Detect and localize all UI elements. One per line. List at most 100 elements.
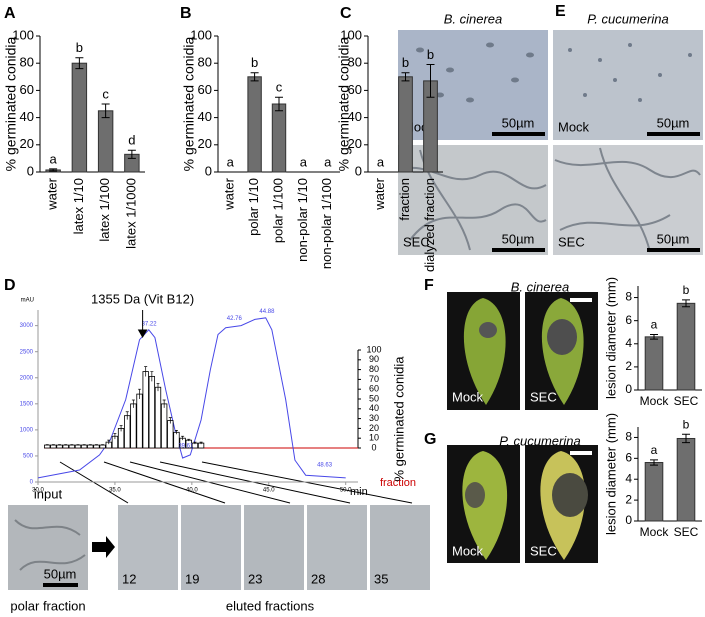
error-bar	[101, 103, 110, 119]
y-tick-label: 2	[625, 359, 632, 373]
micrograph	[398, 145, 548, 255]
y-tick-label: 2000	[20, 375, 34, 381]
y-tick-label: 40	[348, 109, 362, 124]
chromatogram-line	[37, 317, 346, 479]
fraction-label: 12	[122, 571, 136, 586]
peak-label: 48.63	[317, 463, 333, 469]
y-axis-title: % germinated conidia	[3, 36, 19, 171]
error-bar	[76, 444, 80, 446]
bar	[148, 376, 156, 449]
y2-tick-label: 70	[369, 374, 379, 384]
y-tick-label: 80	[20, 55, 34, 70]
x-tick-label: non-polar 1/10	[295, 178, 310, 262]
x-tick-label: latex 1/100	[97, 178, 112, 242]
fraction-label: 19	[185, 571, 199, 586]
significance-letter: c	[102, 86, 109, 101]
significance-letter: b	[683, 417, 690, 431]
error-bar	[682, 433, 690, 444]
error-bar	[682, 299, 690, 308]
error-bar	[64, 444, 68, 446]
leaf-images: Mock SEC Mock SEC	[447, 292, 598, 563]
y-tick-label: 6	[625, 313, 632, 327]
fraction-label: 28	[311, 571, 325, 586]
image-caption: eluted fractions	[226, 598, 315, 613]
significance-letter: b	[402, 55, 409, 70]
y-tick-label: 6	[625, 451, 632, 465]
eluted-images	[118, 505, 430, 590]
panel-label: F	[424, 277, 434, 294]
fraction-label: 35	[374, 571, 388, 586]
significance-letter: b	[251, 55, 258, 70]
error-bar	[119, 425, 123, 432]
y-tick-label: 100	[340, 27, 362, 42]
error-bar	[174, 430, 178, 435]
conidia	[416, 42, 692, 103]
error-bar	[168, 417, 172, 424]
bar	[142, 371, 149, 449]
x-tick-label: latex 1/10	[71, 178, 86, 234]
micrograph	[8, 505, 88, 590]
chart-title: P. cucumerina	[499, 433, 580, 448]
bar	[97, 110, 114, 173]
scale-label: 50µm	[502, 231, 535, 246]
x-tick-label: Mock	[640, 525, 670, 539]
x-tick-label: non-polar 1/100	[319, 178, 334, 269]
error-bar	[156, 382, 160, 392]
error-bar	[45, 444, 49, 446]
y2-tick-label: 50	[369, 393, 379, 403]
error-bar	[101, 444, 105, 446]
micrograph	[553, 30, 703, 140]
error-bar	[187, 438, 191, 442]
y-axis-title: % germinated conidia	[181, 36, 197, 171]
y-tick-label: 60	[198, 82, 212, 97]
bar	[167, 420, 174, 449]
y-tick-label: 100	[12, 27, 34, 42]
error-bar	[131, 399, 135, 408]
y2-tick-label: 80	[369, 364, 379, 374]
y-tick-label: 0	[27, 163, 34, 178]
significance-letter: b	[76, 40, 83, 55]
image-label: SEC	[530, 389, 557, 404]
error-bar	[70, 444, 74, 446]
x-tick-label: water	[222, 177, 237, 210]
bar	[271, 103, 287, 173]
x-tick-label: 30.0	[32, 488, 44, 494]
bar	[398, 76, 413, 173]
y2-axis-title: % germinated conidia	[391, 356, 406, 482]
error-bar	[193, 441, 197, 445]
error-bar	[181, 435, 185, 441]
peak-label: 39.61	[178, 443, 194, 449]
y2-tick-label: 40	[369, 403, 379, 413]
scale-label: 50µm	[502, 115, 535, 130]
significance-letter: a	[227, 154, 235, 169]
error-bar	[138, 388, 142, 399]
error-bar	[650, 334, 658, 340]
y2-tick-label: 30	[369, 413, 379, 423]
annotation: 1355 Da (Vit B12)	[91, 291, 194, 306]
y-tick-label: 0	[30, 480, 34, 486]
significance-letter: c	[276, 80, 283, 95]
y-tick-label: 8	[625, 290, 632, 304]
image-label: input	[34, 486, 63, 501]
significance-letter: b	[427, 47, 434, 62]
error-bar	[162, 399, 166, 408]
scale-label: 50µm	[657, 231, 690, 246]
y-tick-label: 0	[205, 163, 212, 178]
error-bar	[75, 57, 84, 70]
panel-label: D	[4, 277, 16, 294]
image-label: Mock	[452, 389, 484, 404]
error-bar	[127, 149, 136, 159]
x-tick-label: water	[372, 177, 387, 210]
y2-tick-label: 60	[369, 384, 379, 394]
error-bar	[199, 441, 203, 445]
peak-label: 37.22	[142, 321, 158, 327]
error-bar	[113, 432, 117, 440]
bar	[644, 336, 664, 391]
error-bar	[51, 444, 55, 446]
panel-label: G	[424, 431, 436, 448]
x-tick-label: 35.0	[109, 488, 121, 494]
bar	[130, 403, 137, 449]
y-tick-label: 40	[198, 109, 212, 124]
x-tick-label: polar 1/100	[270, 178, 285, 243]
